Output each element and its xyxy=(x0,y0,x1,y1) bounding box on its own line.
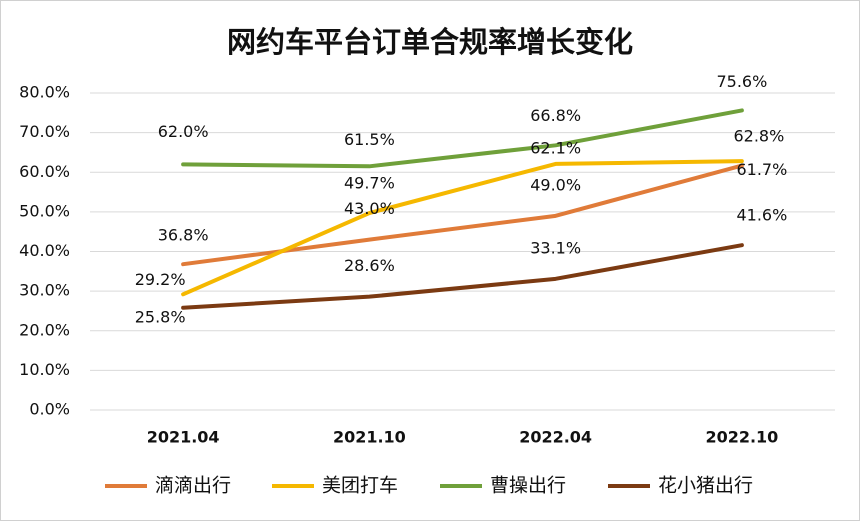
x-tick-label: 2021.10 xyxy=(333,428,406,447)
chart-title: 网约车平台订单合规率增长变化 xyxy=(227,25,633,59)
data-label: 61.5% xyxy=(344,130,395,149)
y-tick-label: 50.0% xyxy=(19,201,70,220)
data-label: 66.8% xyxy=(530,106,581,125)
legend-label: 美团打车 xyxy=(322,475,398,497)
y-tick-label: 80.0% xyxy=(19,83,70,102)
x-tick-label: 2022.04 xyxy=(519,428,592,447)
data-label: 25.8% xyxy=(135,307,186,326)
data-label: 62.1% xyxy=(530,138,581,157)
data-label: 29.2% xyxy=(135,270,186,289)
data-label: 61.7% xyxy=(736,160,787,179)
y-tick-label: 70.0% xyxy=(19,122,70,141)
data-label: 75.6% xyxy=(716,72,767,91)
y-tick-label: 10.0% xyxy=(19,360,70,379)
y-tick-label: 20.0% xyxy=(19,320,70,339)
data-label: 49.0% xyxy=(530,175,581,194)
series-line xyxy=(181,243,744,310)
legend-label: 曹操出行 xyxy=(490,475,566,497)
y-tick-label: 40.0% xyxy=(19,241,70,260)
legend-label: 滴滴出行 xyxy=(155,475,231,497)
data-label: 43.0% xyxy=(344,199,395,218)
series-line xyxy=(181,159,744,297)
y-tick-label: 0.0% xyxy=(29,400,70,419)
data-label: 33.1% xyxy=(530,238,581,257)
x-tick-label: 2021.04 xyxy=(147,428,220,447)
legend-label: 花小猪出行 xyxy=(658,475,753,497)
series-line xyxy=(181,108,744,169)
data-label: 62.0% xyxy=(158,122,209,141)
data-label: 62.8% xyxy=(733,127,784,146)
data-label: 28.6% xyxy=(344,256,395,275)
y-tick-label: 60.0% xyxy=(19,162,70,181)
data-label: 41.6% xyxy=(736,206,787,225)
data-label: 49.7% xyxy=(344,174,395,193)
x-tick-label: 2022.10 xyxy=(705,428,778,447)
y-tick-label: 30.0% xyxy=(19,281,70,300)
data-label: 36.8% xyxy=(158,226,209,245)
